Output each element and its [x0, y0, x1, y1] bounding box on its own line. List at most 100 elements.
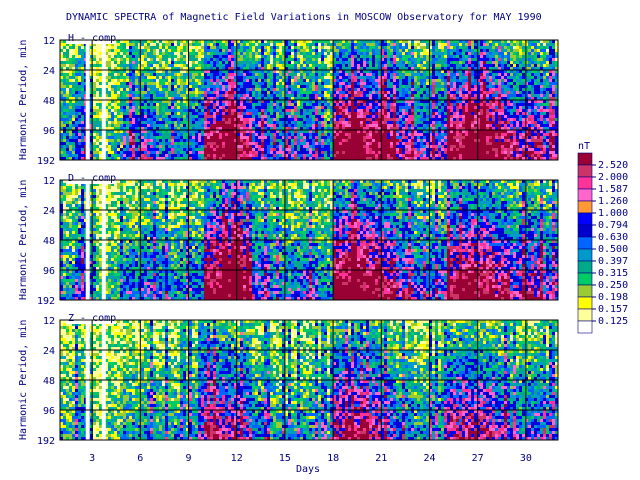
heatmap-cell [117, 91, 120, 94]
heatmap-cell [123, 85, 126, 88]
heatmap-cell [162, 100, 165, 103]
heatmap-cell [228, 61, 231, 64]
heatmap-cell [153, 133, 156, 136]
heatmap-cell [231, 133, 234, 136]
heatmap-cell [66, 133, 69, 136]
heatmap-cell [174, 121, 177, 124]
heatmap-cell [126, 100, 129, 103]
heatmap-cell [63, 55, 66, 58]
heatmap-cell [231, 124, 234, 127]
heatmap-cell [201, 151, 204, 154]
heatmap-cell [66, 91, 69, 94]
heatmap-cell [216, 46, 219, 49]
heatmap-cell [177, 70, 180, 73]
heatmap-cell [171, 118, 174, 121]
heatmap-cell [150, 112, 153, 115]
heatmap-cell [123, 58, 126, 61]
heatmap-cell [168, 43, 171, 46]
heatmap-cell [231, 100, 234, 103]
heatmap-cell [123, 61, 126, 64]
heatmap-cell [114, 49, 117, 52]
heatmap-cell [213, 55, 216, 58]
heatmap-cell [132, 145, 135, 148]
heatmap-cell [75, 130, 78, 133]
heatmap-cell [123, 106, 126, 109]
heatmap-cell [153, 145, 156, 148]
heatmap-cell [135, 85, 138, 88]
heatmap-cell [183, 55, 186, 58]
heatmap-cell [72, 58, 75, 61]
heatmap-cell [174, 136, 177, 139]
heatmap-cell [120, 136, 123, 139]
heatmap-cell [78, 46, 81, 49]
heatmap-cell [174, 133, 177, 136]
heatmap-cell [192, 136, 195, 139]
heatmap-cell [171, 40, 174, 43]
heatmap-cell [111, 109, 114, 112]
heatmap-cell [192, 148, 195, 151]
heatmap-cell [117, 70, 120, 73]
heatmap-cell [111, 100, 114, 103]
heatmap-cell [75, 151, 78, 154]
heatmap-cell [201, 136, 204, 139]
heatmap-cell [72, 52, 75, 55]
heatmap-cell [129, 118, 132, 121]
heatmap-cell [195, 154, 198, 157]
heatmap-cell [162, 85, 165, 88]
heatmap-cell [147, 61, 150, 64]
heatmap-cell [96, 130, 99, 133]
heatmap-cell [159, 109, 162, 112]
heatmap-cell [111, 61, 114, 64]
heatmap-cell [183, 40, 186, 43]
heatmap-cell [159, 154, 162, 157]
heatmap-cell [120, 109, 123, 112]
heatmap-cell [111, 130, 114, 133]
heatmap-cell [159, 133, 162, 136]
heatmap-cell [162, 136, 165, 139]
heatmap-cell [78, 55, 81, 58]
heatmap-cell [213, 142, 216, 145]
heatmap-cell [207, 145, 210, 148]
heatmap-cell [108, 136, 111, 139]
heatmap-cell [144, 52, 147, 55]
heatmap-cell [150, 148, 153, 151]
heatmap-cell [213, 94, 216, 97]
heatmap-cell [162, 70, 165, 73]
heatmap-cell [162, 115, 165, 118]
heatmap-cell [75, 154, 78, 157]
heatmap-cell [114, 52, 117, 55]
heatmap-cell [189, 106, 192, 109]
heatmap-cell [171, 136, 174, 139]
heatmap-cell [174, 148, 177, 151]
heatmap-cell [168, 94, 171, 97]
heatmap-cell [81, 58, 84, 61]
heatmap-cell [129, 52, 132, 55]
heatmap-cell [222, 106, 225, 109]
heatmap-cell [231, 136, 234, 139]
heatmap-cell [63, 151, 66, 154]
heatmap-cell [78, 130, 81, 133]
heatmap-cell [174, 70, 177, 73]
heatmap-cell [183, 61, 186, 64]
heatmap-cell [81, 148, 84, 151]
heatmap-cell [60, 109, 63, 112]
heatmap-cell [120, 52, 123, 55]
heatmap-cell [126, 40, 129, 43]
heatmap-cell [147, 85, 150, 88]
heatmap-cell [204, 64, 207, 67]
heatmap-cell [93, 112, 96, 115]
heatmap-cell [123, 76, 126, 79]
heatmap-cell [153, 70, 156, 73]
heatmap-cell [177, 61, 180, 64]
heatmap-cell [108, 154, 111, 157]
heatmap-cell [63, 43, 66, 46]
heatmap-cell [156, 88, 159, 91]
heatmap-cell [180, 85, 183, 88]
heatmap-cell [159, 148, 162, 151]
heatmap-cell [201, 52, 204, 55]
heatmap-cell [75, 91, 78, 94]
heatmap-cell [126, 73, 129, 76]
heatmap-cell [180, 49, 183, 52]
heatmap-cell [72, 46, 75, 49]
heatmap-cell [210, 82, 213, 85]
